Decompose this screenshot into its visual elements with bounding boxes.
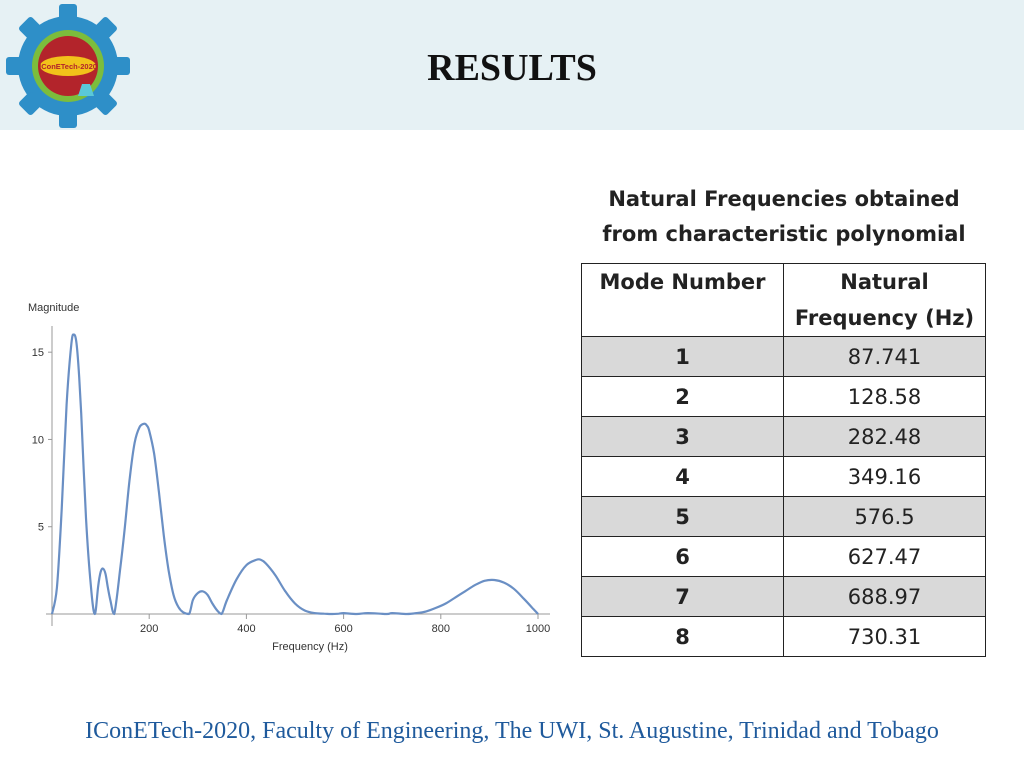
x-axis-label: Frequency (Hz) [272,641,348,653]
frequency-cell: 627.47 [783,536,986,577]
frequency-cell: 730.31 [783,616,986,657]
caption-line-1: Natural Frequencies obtained [608,187,960,211]
mode-cell: 7 [581,576,784,617]
header-banner [0,0,1024,130]
series-line [50,333,539,616]
conference-logo: IConETech-2020 [6,4,130,128]
y-tick-label: 10 [32,434,44,446]
table-row: 8 730.31 [581,616,986,657]
table-row: 4 349.16 [581,456,986,497]
mode-cell: 3 [581,416,784,457]
mode-cell: 8 [581,616,784,657]
header-line-2: Frequency (Hz) [794,306,975,330]
frequency-cell: 128.58 [783,376,986,417]
y-tick-label: 15 [32,347,44,359]
x-tick-label: 600 [334,623,352,635]
x-tick-label: 200 [140,623,158,635]
mode-cell: 2 [581,376,784,417]
x-tick-label: 1000 [526,623,550,635]
frequency-cell: 688.97 [783,576,986,617]
mode-cell: 6 [581,536,784,577]
y-axis-label: Magnitude [28,302,79,314]
header-line-1: Natural [840,270,929,294]
y-tick-label: 5 [38,522,44,534]
table-row: 7 688.97 [581,576,986,617]
frequency-cell: 87.741 [783,336,986,377]
caption-line-2: from characteristic polynomial [602,222,966,246]
header-mode-number: Mode Number [581,263,784,337]
x-tick-label: 400 [237,623,255,635]
natural-frequency-table: Mode Number Natural Frequency (Hz) 1 87.… [581,263,986,657]
frequency-cell: 576.5 [783,496,986,537]
mode-cell: 4 [581,456,784,497]
table-caption: Natural Frequencies obtained from charac… [560,182,1008,252]
page-title: RESULTS [427,47,597,89]
mode-cell: 5 [581,496,784,537]
mode-cell: 1 [581,336,784,377]
table-row: 3 282.48 [581,416,986,457]
logo-text: IConETech-2020 [39,62,97,71]
header-natural-frequency: Natural Frequency (Hz) [783,263,986,337]
frequency-response-chart: Magnitude Frequency (Hz) 200 400 600 800 100… [28,302,550,653]
frequency-cell: 282.48 [783,416,986,457]
table-row: 6 627.47 [581,536,986,577]
footer-text: IConETech-2020, Faculty of Engineering, … [85,718,939,744]
frequency-cell: 349.16 [783,456,986,497]
table-row: 2 128.58 [581,376,986,417]
table-row: 1 87.741 [581,336,986,377]
table-row: 5 576.5 [581,496,986,537]
x-tick-label: 800 [432,623,450,635]
